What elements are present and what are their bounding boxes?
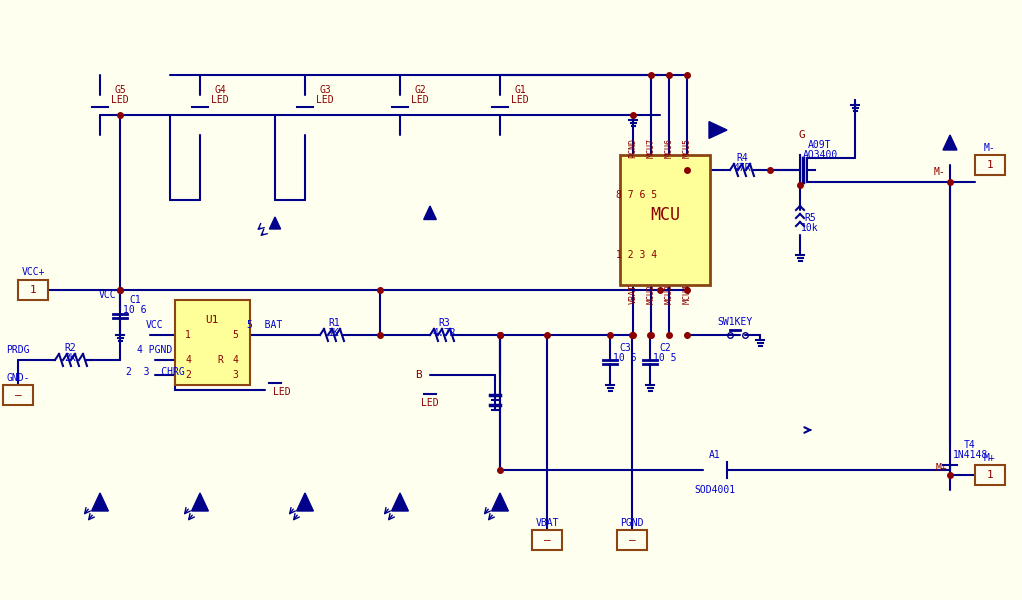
Bar	[620, 155, 710, 285]
Text: 4: 4	[185, 355, 191, 365]
Text: LED: LED	[511, 95, 528, 105]
Text: 10 6: 10 6	[124, 305, 147, 315]
Text: MCU7: MCU7	[647, 138, 655, 158]
Text: 4.7R: 4.7R	[432, 328, 456, 338]
Text: MCU4: MCU4	[683, 284, 692, 304]
Text: A09T: A09T	[808, 140, 832, 150]
Text: SOD4001: SOD4001	[694, 485, 736, 495]
Text: LED: LED	[111, 95, 129, 105]
Text: LED: LED	[421, 398, 438, 408]
Text: C3: C3	[619, 343, 631, 353]
Text: C2: C2	[659, 343, 670, 353]
Text: 1: 1	[986, 470, 993, 480]
Text: R2: R2	[64, 343, 76, 353]
Text: VBAT: VBAT	[629, 284, 638, 304]
Text: 5  BAT: 5 BAT	[247, 320, 283, 330]
Text: G3: G3	[319, 85, 331, 95]
Text: 5: 5	[232, 330, 238, 340]
Text: 2  3  CHRG: 2 3 CHRG	[126, 367, 184, 377]
Text: R3: R3	[438, 318, 450, 328]
Text: GND-: GND-	[6, 373, 30, 383]
Text: B: B	[415, 370, 421, 380]
Text: 4: 4	[232, 355, 238, 365]
Text: 1: 1	[185, 330, 191, 340]
Text: —: —	[544, 535, 551, 545]
Polygon shape	[391, 493, 409, 511]
Text: U1: U1	[205, 315, 219, 325]
Text: 1: 1	[986, 160, 993, 170]
Polygon shape	[424, 206, 436, 220]
Text: SW1KEY: SW1KEY	[717, 317, 752, 327]
Bar	[3, 385, 33, 405]
Text: 10 6: 10 6	[613, 353, 637, 363]
Text: LED: LED	[316, 95, 334, 105]
Polygon shape	[191, 493, 208, 511]
Text: 3: 3	[232, 370, 238, 380]
Text: LED: LED	[273, 387, 291, 397]
Text: M+: M+	[936, 463, 947, 473]
Text: R4: R4	[736, 153, 748, 163]
Text: MCU6: MCU6	[664, 138, 673, 158]
Polygon shape	[709, 122, 727, 139]
Text: VCC: VCC	[146, 320, 164, 330]
Text: G1: G1	[514, 85, 526, 95]
Text: T4: T4	[964, 440, 976, 450]
Text: R5: R5	[804, 213, 816, 223]
Text: A1: A1	[709, 450, 721, 460]
Text: 1: 1	[30, 285, 37, 295]
Text: —: —	[629, 535, 636, 545]
Text: 4 PGND: 4 PGND	[137, 345, 173, 355]
Polygon shape	[492, 493, 508, 511]
Text: C1: C1	[129, 295, 141, 305]
Text: MCU3: MCU3	[664, 284, 673, 304]
Text: 2: 2	[185, 370, 191, 380]
Bar	[18, 280, 48, 300]
Text: VCC: VCC	[99, 290, 117, 300]
Polygon shape	[943, 135, 957, 150]
Text: G5: G5	[114, 85, 126, 95]
Polygon shape	[296, 493, 314, 511]
Text: M-: M-	[934, 167, 946, 177]
Text: R1: R1	[328, 318, 340, 328]
Polygon shape	[92, 493, 108, 511]
Text: 10 5: 10 5	[653, 353, 677, 363]
Text: 8 7 6 5: 8 7 6 5	[616, 190, 657, 200]
Text: M-: M-	[984, 143, 995, 153]
Text: 47R: 47R	[733, 163, 751, 173]
Bar	[532, 530, 562, 550]
Text: VBAT: VBAT	[536, 518, 559, 528]
Bar	[617, 530, 647, 550]
Text: MCU5: MCU5	[683, 138, 692, 158]
Text: VCC+: VCC+	[21, 267, 45, 277]
Text: AO3400: AO3400	[802, 150, 838, 160]
Text: 1 2 3 4: 1 2 3 4	[616, 250, 657, 260]
Text: 1K: 1K	[328, 328, 340, 338]
Text: PCND: PCND	[629, 138, 638, 158]
Bar	[975, 155, 1005, 175]
Text: —: —	[14, 390, 21, 400]
Text: MCU2: MCU2	[647, 284, 655, 304]
Bar	[175, 300, 250, 385]
Polygon shape	[270, 217, 281, 229]
Text: G2: G2	[414, 85, 426, 95]
Text: MCU: MCU	[650, 206, 680, 224]
Text: G4: G4	[215, 85, 226, 95]
Bar	[975, 465, 1005, 485]
Text: PRDG: PRDG	[6, 345, 30, 355]
Text: 10k: 10k	[801, 223, 819, 233]
Text: M+: M+	[984, 453, 995, 463]
Text: R: R	[217, 355, 223, 365]
Text: 2K: 2K	[64, 353, 76, 363]
Text: LED: LED	[411, 95, 429, 105]
Text: 1N4148: 1N4148	[953, 450, 987, 460]
Text: G: G	[798, 130, 805, 140]
Text: LED: LED	[212, 95, 229, 105]
Text: PGND: PGND	[620, 518, 644, 528]
